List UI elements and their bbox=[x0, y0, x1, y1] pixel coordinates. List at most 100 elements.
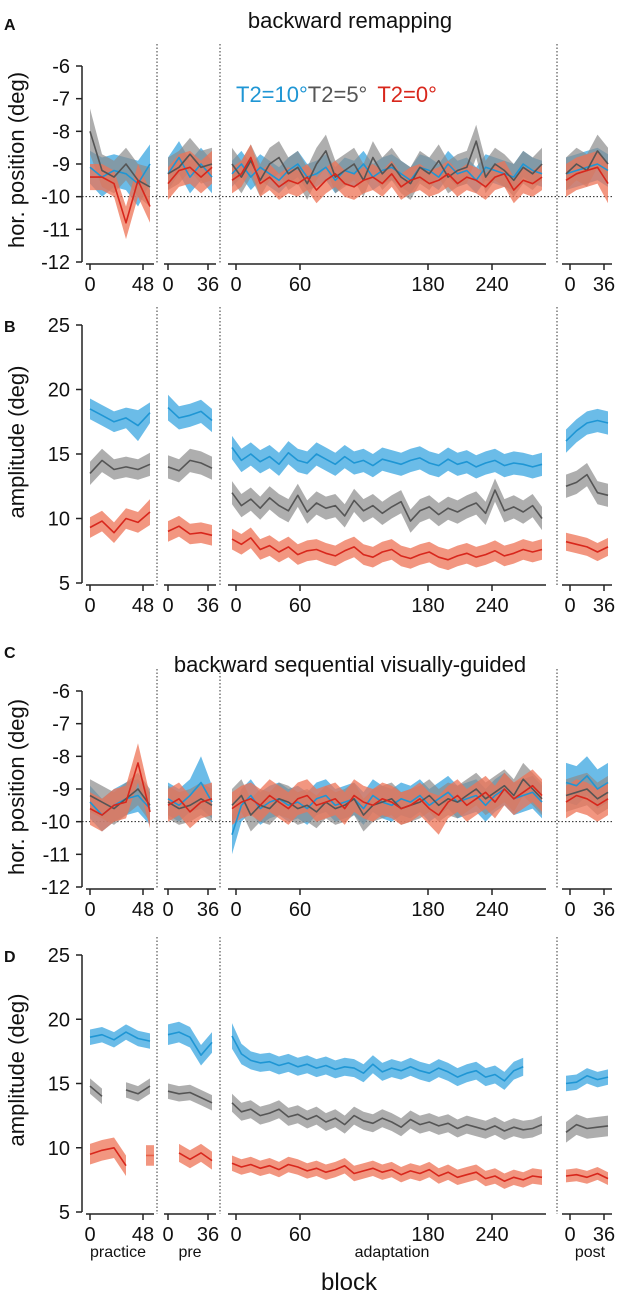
panel-d-band-t10-pre bbox=[168, 1021, 212, 1066]
panel-b-line-t5-post bbox=[565, 473, 609, 497]
panel-b-ytick-label: 15 bbox=[48, 444, 70, 466]
panel-letter-a: A bbox=[4, 17, 16, 34]
panel-d-xtick-label: 0 bbox=[230, 1224, 241, 1246]
panel-a-xtick-label: 0 bbox=[564, 274, 575, 296]
panel-d-band-t5-practice bbox=[126, 1078, 150, 1102]
panel-c-band-t0-adaptation bbox=[232, 769, 542, 835]
panel-d-line-t10-pre bbox=[167, 1031, 213, 1056]
panel-c-xtick-label: 36 bbox=[197, 899, 219, 921]
panel-c-line-t10-pre bbox=[167, 781, 213, 807]
panel-a-xtick-label: 36 bbox=[197, 274, 219, 296]
panel-c-line-t5-post bbox=[565, 788, 609, 800]
panel-d-xtick-label: 0 bbox=[84, 1224, 95, 1246]
panel-a-ytick-label: -11 bbox=[43, 219, 70, 241]
panel-a-xtick-label: 48 bbox=[132, 274, 154, 296]
panel-a-ylabel: hor. position (deg) bbox=[4, 72, 29, 248]
panel-c-line-t0-post bbox=[565, 794, 609, 807]
panel-d-line-t5-practice bbox=[89, 1085, 151, 1097]
panel-a-xtick-label: 180 bbox=[411, 274, 444, 296]
panel-c-xtick-label: 60 bbox=[289, 899, 311, 921]
panel-c-line-t0-pre bbox=[167, 798, 213, 813]
panel-a-xtick-label: 240 bbox=[475, 274, 508, 296]
panel-c-xtick-label: 0 bbox=[564, 899, 575, 921]
panel-b-band-t0-practice bbox=[90, 499, 150, 543]
panel-a-ytick-label: -6 bbox=[52, 56, 70, 78]
panel-c-xtick-label: 36 bbox=[593, 899, 615, 921]
panel-a-ytick-label: -12 bbox=[41, 252, 70, 274]
panel-a-line-t10-pre bbox=[167, 156, 213, 178]
panel-b-ytick-label: 5 bbox=[59, 573, 70, 595]
panel-b-ytick-label: 20 bbox=[48, 380, 70, 402]
panel-b-xtick-label: 0 bbox=[230, 595, 241, 617]
panel-d-xtick-label: 36 bbox=[593, 1224, 615, 1246]
panel-a-plot: -6 -7 -8 -9 -10 -11 -12 0 48 0 36 0 60 180 240 0 36 bbox=[41, 44, 615, 296]
panel-b-xtick-label: 0 bbox=[564, 595, 575, 617]
panel-a-xtick-label: 0 bbox=[230, 274, 241, 296]
panel-b-band-t10-post bbox=[566, 408, 608, 453]
panel-c-line-t0-adaptation bbox=[231, 784, 543, 816]
panel-d-xtick-label: 240 bbox=[475, 1224, 508, 1246]
legend-t2-5: T2=5° bbox=[308, 82, 368, 107]
panel-d-band-t0-practice bbox=[90, 1137, 126, 1176]
panel-b-line-t10-practice bbox=[89, 408, 151, 427]
panel-b-xtick-label: 36 bbox=[197, 595, 219, 617]
panel-b-line-t0-practice bbox=[89, 511, 151, 534]
panel-b-line-t0-pre bbox=[167, 525, 213, 537]
panel-c-xtick-label: 240 bbox=[475, 899, 508, 921]
panel-c-plot: -6 -7 -8 -9 -10 -11 -12 0 48 0 36 0 60 180 240 0 36 bbox=[41, 669, 615, 921]
panel-b-band-t5-practice bbox=[90, 448, 150, 485]
panel-b-xtick-label: 240 bbox=[475, 595, 508, 617]
panel-a-title: backward remapping bbox=[248, 8, 452, 33]
panel-d-line-t10-post bbox=[565, 1075, 609, 1085]
panel-b-band-t10-adaptation bbox=[232, 435, 542, 479]
panel-b-line-t5-adaptation bbox=[231, 489, 543, 522]
panel-c-ytick-label: -8 bbox=[52, 746, 70, 768]
panel-d-band-t10-adaptation bbox=[232, 1023, 524, 1090]
panel-a-ytick-label: -10 bbox=[41, 187, 70, 209]
panel-d-line-t0-post bbox=[565, 1172, 609, 1180]
panel-letter-b: B bbox=[4, 319, 16, 336]
panel-d-xtick-label: 0 bbox=[564, 1224, 575, 1246]
panel-a-line-t0-pre bbox=[167, 166, 213, 185]
panel-a-ytick-label: -8 bbox=[52, 121, 70, 143]
panel-c-line-t0-practice bbox=[89, 762, 151, 816]
panel-c-ytick-label: -10 bbox=[41, 812, 70, 834]
section-label-pre: pre bbox=[178, 1244, 201, 1261]
panel-c-line-t10-post bbox=[565, 775, 609, 790]
panel-c-xtick-label: 180 bbox=[411, 899, 444, 921]
panel-b-line-t0-post bbox=[565, 540, 609, 553]
panel-b-line-t10-post bbox=[565, 419, 609, 442]
panel-b-xtick-label: 0 bbox=[84, 595, 95, 617]
panel-c-title: backward sequential visually-guided bbox=[174, 652, 526, 677]
panel-b-band-t10-pre bbox=[168, 394, 212, 433]
panel-d-line-t10-practice bbox=[89, 1031, 151, 1042]
panel-b-line-t10-adaptation bbox=[231, 447, 543, 468]
panel-c-ytick-label: -11 bbox=[43, 844, 70, 866]
panel-b-ytick-label: 10 bbox=[48, 509, 70, 531]
legend-t2-0: T2=0° bbox=[377, 82, 437, 107]
panel-d-line-t5-pre bbox=[167, 1090, 213, 1104]
panel-b-line-t0-adaptation bbox=[231, 537, 543, 561]
panel-c-band-t0-practice bbox=[90, 743, 150, 832]
panel-b-line-t5-practice bbox=[89, 459, 151, 474]
section-label-post: post bbox=[575, 1244, 606, 1261]
panel-c-ylabel: hor. position (deg) bbox=[4, 699, 29, 875]
panel-b-xtick-label: 0 bbox=[162, 595, 173, 617]
panel-a-line-t5-adaptation bbox=[231, 140, 543, 185]
panel-d-ytick-label: 20 bbox=[48, 1009, 70, 1031]
legend: T2=10°T2=5° T2=0° bbox=[236, 82, 437, 107]
panel-a-xtick-label: 60 bbox=[289, 274, 311, 296]
panel-d-band-t10-post bbox=[566, 1068, 608, 1092]
panel-a-line-t0-practice bbox=[90, 176, 151, 224]
legend-t2-10: T2=10° bbox=[236, 82, 308, 107]
panel-d-xtick-label: 48 bbox=[132, 1224, 154, 1246]
panel-c-xtick-label: 0 bbox=[162, 899, 173, 921]
x-axis-label: block bbox=[321, 1269, 378, 1296]
panel-d-band-t0-post bbox=[566, 1167, 608, 1185]
panel-b-line-t5-pre bbox=[167, 459, 213, 472]
panel-b-xtick-label: 60 bbox=[289, 595, 311, 617]
panel-d-ytick-label: 15 bbox=[48, 1074, 70, 1096]
